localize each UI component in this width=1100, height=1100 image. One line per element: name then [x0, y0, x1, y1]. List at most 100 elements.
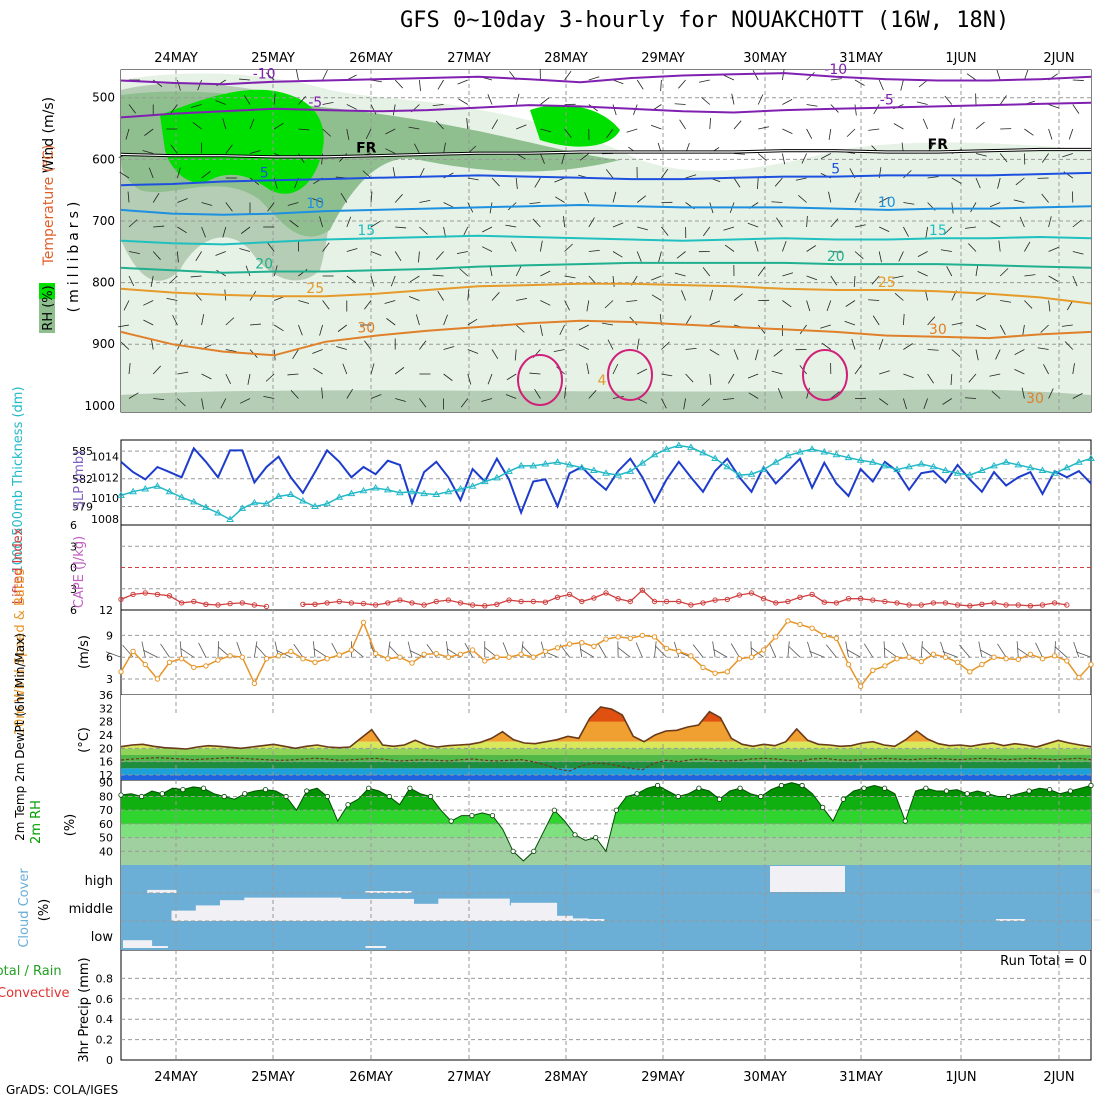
lifted-index-marker	[445, 597, 452, 603]
wind-barb	[540, 97, 550, 105]
thickness-marker	[274, 492, 283, 499]
thickness-marker	[517, 461, 525, 469]
isotherm-label: 30	[357, 321, 375, 337]
rh2m-marker	[1005, 793, 1012, 800]
wind-barb	[903, 398, 907, 410]
p6-tick-label: 40	[99, 845, 113, 858]
wind-barb	[1061, 324, 1073, 327]
wind-barb	[491, 292, 500, 301]
wind-barb	[757, 153, 767, 162]
wind-barb	[128, 104, 136, 114]
thickness-marker	[662, 445, 671, 452]
lifted-index-marker	[494, 601, 500, 607]
wind-barb	[118, 324, 130, 328]
p2-left-tick-label: 579	[72, 501, 93, 514]
p4-yunits: (m/s)	[77, 635, 92, 669]
wind-barb	[709, 289, 714, 301]
wind-barb	[553, 349, 565, 352]
lifted-index-marker	[215, 602, 221, 608]
p5-tick-label: 20	[99, 742, 113, 755]
wind-barb	[966, 73, 977, 81]
date-label-bottom: 28MAY	[544, 1070, 588, 1085]
wind-barb	[273, 122, 284, 130]
wind-barb	[975, 121, 985, 130]
isotherm-lines: -10 -10 -5 -5 FR FR 5 5 10 10 15 15 20 20 25 25 30 30 4 30	[120, 62, 1092, 407]
thickness-marker	[444, 487, 453, 495]
wind-barb	[844, 320, 856, 326]
lifted-index-marker	[979, 601, 985, 607]
wind-barb	[586, 363, 590, 375]
rh2m-marker	[820, 804, 826, 811]
wind-barb	[201, 202, 213, 206]
wind10m-marker	[979, 661, 985, 668]
wind-barb	[851, 338, 856, 350]
wind-barb	[733, 120, 742, 130]
wind-barb	[225, 144, 233, 154]
wind-barb	[554, 177, 565, 183]
lifted-index-marker	[130, 591, 136, 598]
wind-barb	[588, 275, 597, 285]
wind-barb	[826, 300, 832, 311]
thickness-marker	[226, 515, 234, 522]
rh2m-marker	[324, 793, 330, 800]
thickness-marker	[371, 484, 380, 491]
wind-barb	[386, 318, 396, 326]
thickness-marker	[432, 490, 441, 497]
wind-barb	[1072, 251, 1084, 255]
wind-barb	[612, 104, 617, 116]
wind-barb	[853, 275, 856, 288]
wind10m-barb	[198, 642, 207, 658]
wind-barb	[997, 177, 1001, 189]
lifted-index-marker	[773, 600, 779, 606]
wind-barb	[612, 363, 619, 375]
wind-barb	[879, 226, 890, 233]
thickness-marker	[735, 471, 744, 478]
wind-barb	[923, 398, 928, 409]
wind-barb	[408, 126, 420, 130]
wind-barb	[588, 390, 597, 399]
date-label-top: 28MAY	[544, 51, 588, 66]
wind10m-barb	[105, 651, 122, 658]
wind-barb	[1072, 79, 1084, 81]
wind-barb	[871, 275, 880, 285]
wind10m-marker	[215, 657, 221, 663]
wind-barb	[239, 398, 251, 404]
wind-barb	[435, 251, 444, 260]
wind-barb	[245, 265, 251, 277]
wind-barb	[733, 177, 741, 188]
wind-barb	[322, 300, 330, 310]
wind-barb	[709, 320, 721, 326]
wind10m-marker	[433, 650, 439, 657]
wind10m-marker	[445, 654, 452, 660]
wind-barb	[828, 191, 832, 203]
p2-right-tick-label: 1014	[91, 451, 119, 464]
wind-barb	[564, 128, 572, 138]
wind10m-marker	[1027, 651, 1034, 657]
wind-barb	[951, 118, 955, 130]
isotherm-label: -5	[880, 93, 894, 109]
wind-barb	[394, 367, 405, 375]
rh-area-green	[160, 89, 324, 194]
thickness-marker	[614, 471, 622, 478]
lifted-index-marker	[506, 597, 512, 603]
wind10m-marker	[142, 661, 149, 668]
wind-barb	[584, 192, 590, 203]
wind-barb	[854, 79, 865, 86]
date-label-top: 2JUN	[1043, 51, 1074, 66]
wind-barb	[637, 398, 648, 404]
isotherm-label: 15	[357, 223, 375, 239]
wind-barb	[201, 373, 212, 380]
wind-barb	[685, 315, 692, 326]
wind-barb	[989, 373, 1001, 377]
wind10m-marker	[821, 632, 827, 639]
wind-barb	[605, 169, 614, 179]
wind-barb	[1024, 274, 1036, 277]
lifted-index-marker	[324, 600, 330, 606]
wind-barb	[564, 300, 570, 311]
rh2m-marker	[180, 786, 186, 793]
wind-barb	[651, 275, 662, 281]
wind-barb	[588, 217, 595, 228]
wind-barb	[579, 153, 590, 161]
wind-barb	[491, 177, 500, 187]
lifted-index-marker	[191, 598, 197, 605]
